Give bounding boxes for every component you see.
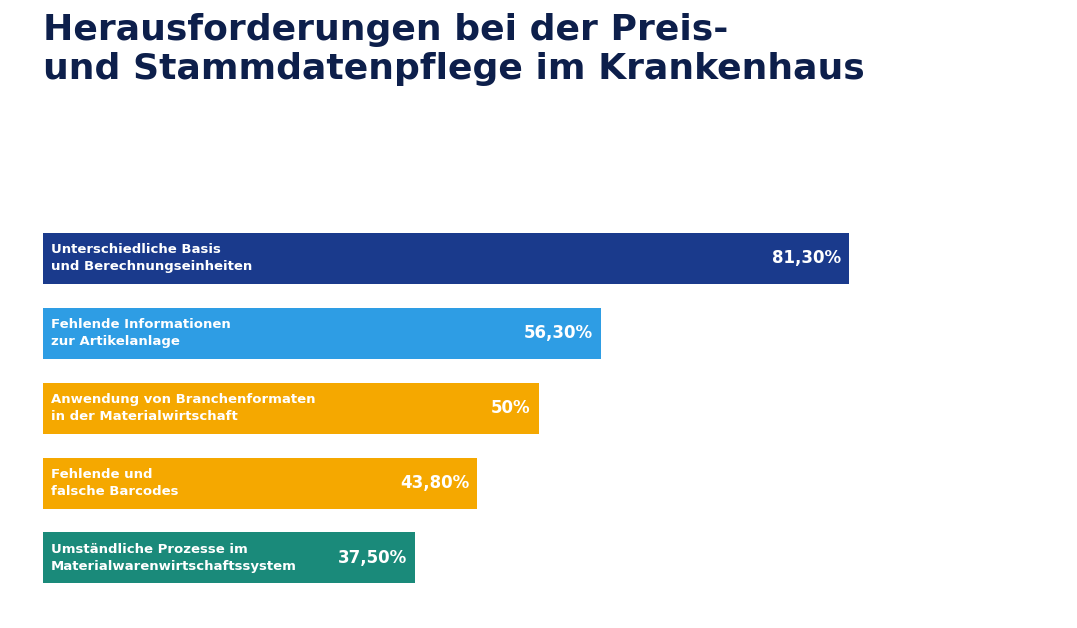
Text: 37,50%: 37,50% <box>337 549 407 567</box>
Text: 56,30%: 56,30% <box>523 324 593 342</box>
Text: Fehlende und
falsche Barcodes: Fehlende und falsche Barcodes <box>51 468 179 498</box>
Text: Umständliche Prozesse im
Materialwarenwirtschaftssystem: Umständliche Prozesse im Materialwarenwi… <box>51 543 297 573</box>
Text: Unterschiedliche Basis
und Berechnungseinheiten: Unterschiedliche Basis und Berechnungsei… <box>51 244 252 273</box>
Text: 50%: 50% <box>491 399 531 417</box>
Bar <box>43 233 849 284</box>
Text: 43,80%: 43,80% <box>400 474 470 492</box>
Bar <box>43 458 477 509</box>
Bar <box>43 382 538 434</box>
Text: Fehlende Informationen
zur Artikelanlage: Fehlende Informationen zur Artikelanlage <box>51 318 230 349</box>
Text: Anwendung von Branchenformaten
in der Materialwirtschaft: Anwendung von Branchenformaten in der Ma… <box>51 393 316 423</box>
Text: Herausforderungen bei der Preis-
und Stammdatenpflege im Krankenhaus: Herausforderungen bei der Preis- und Sta… <box>43 13 865 86</box>
Bar <box>43 533 415 583</box>
Bar <box>43 308 601 359</box>
Text: 81,30%: 81,30% <box>771 249 841 268</box>
